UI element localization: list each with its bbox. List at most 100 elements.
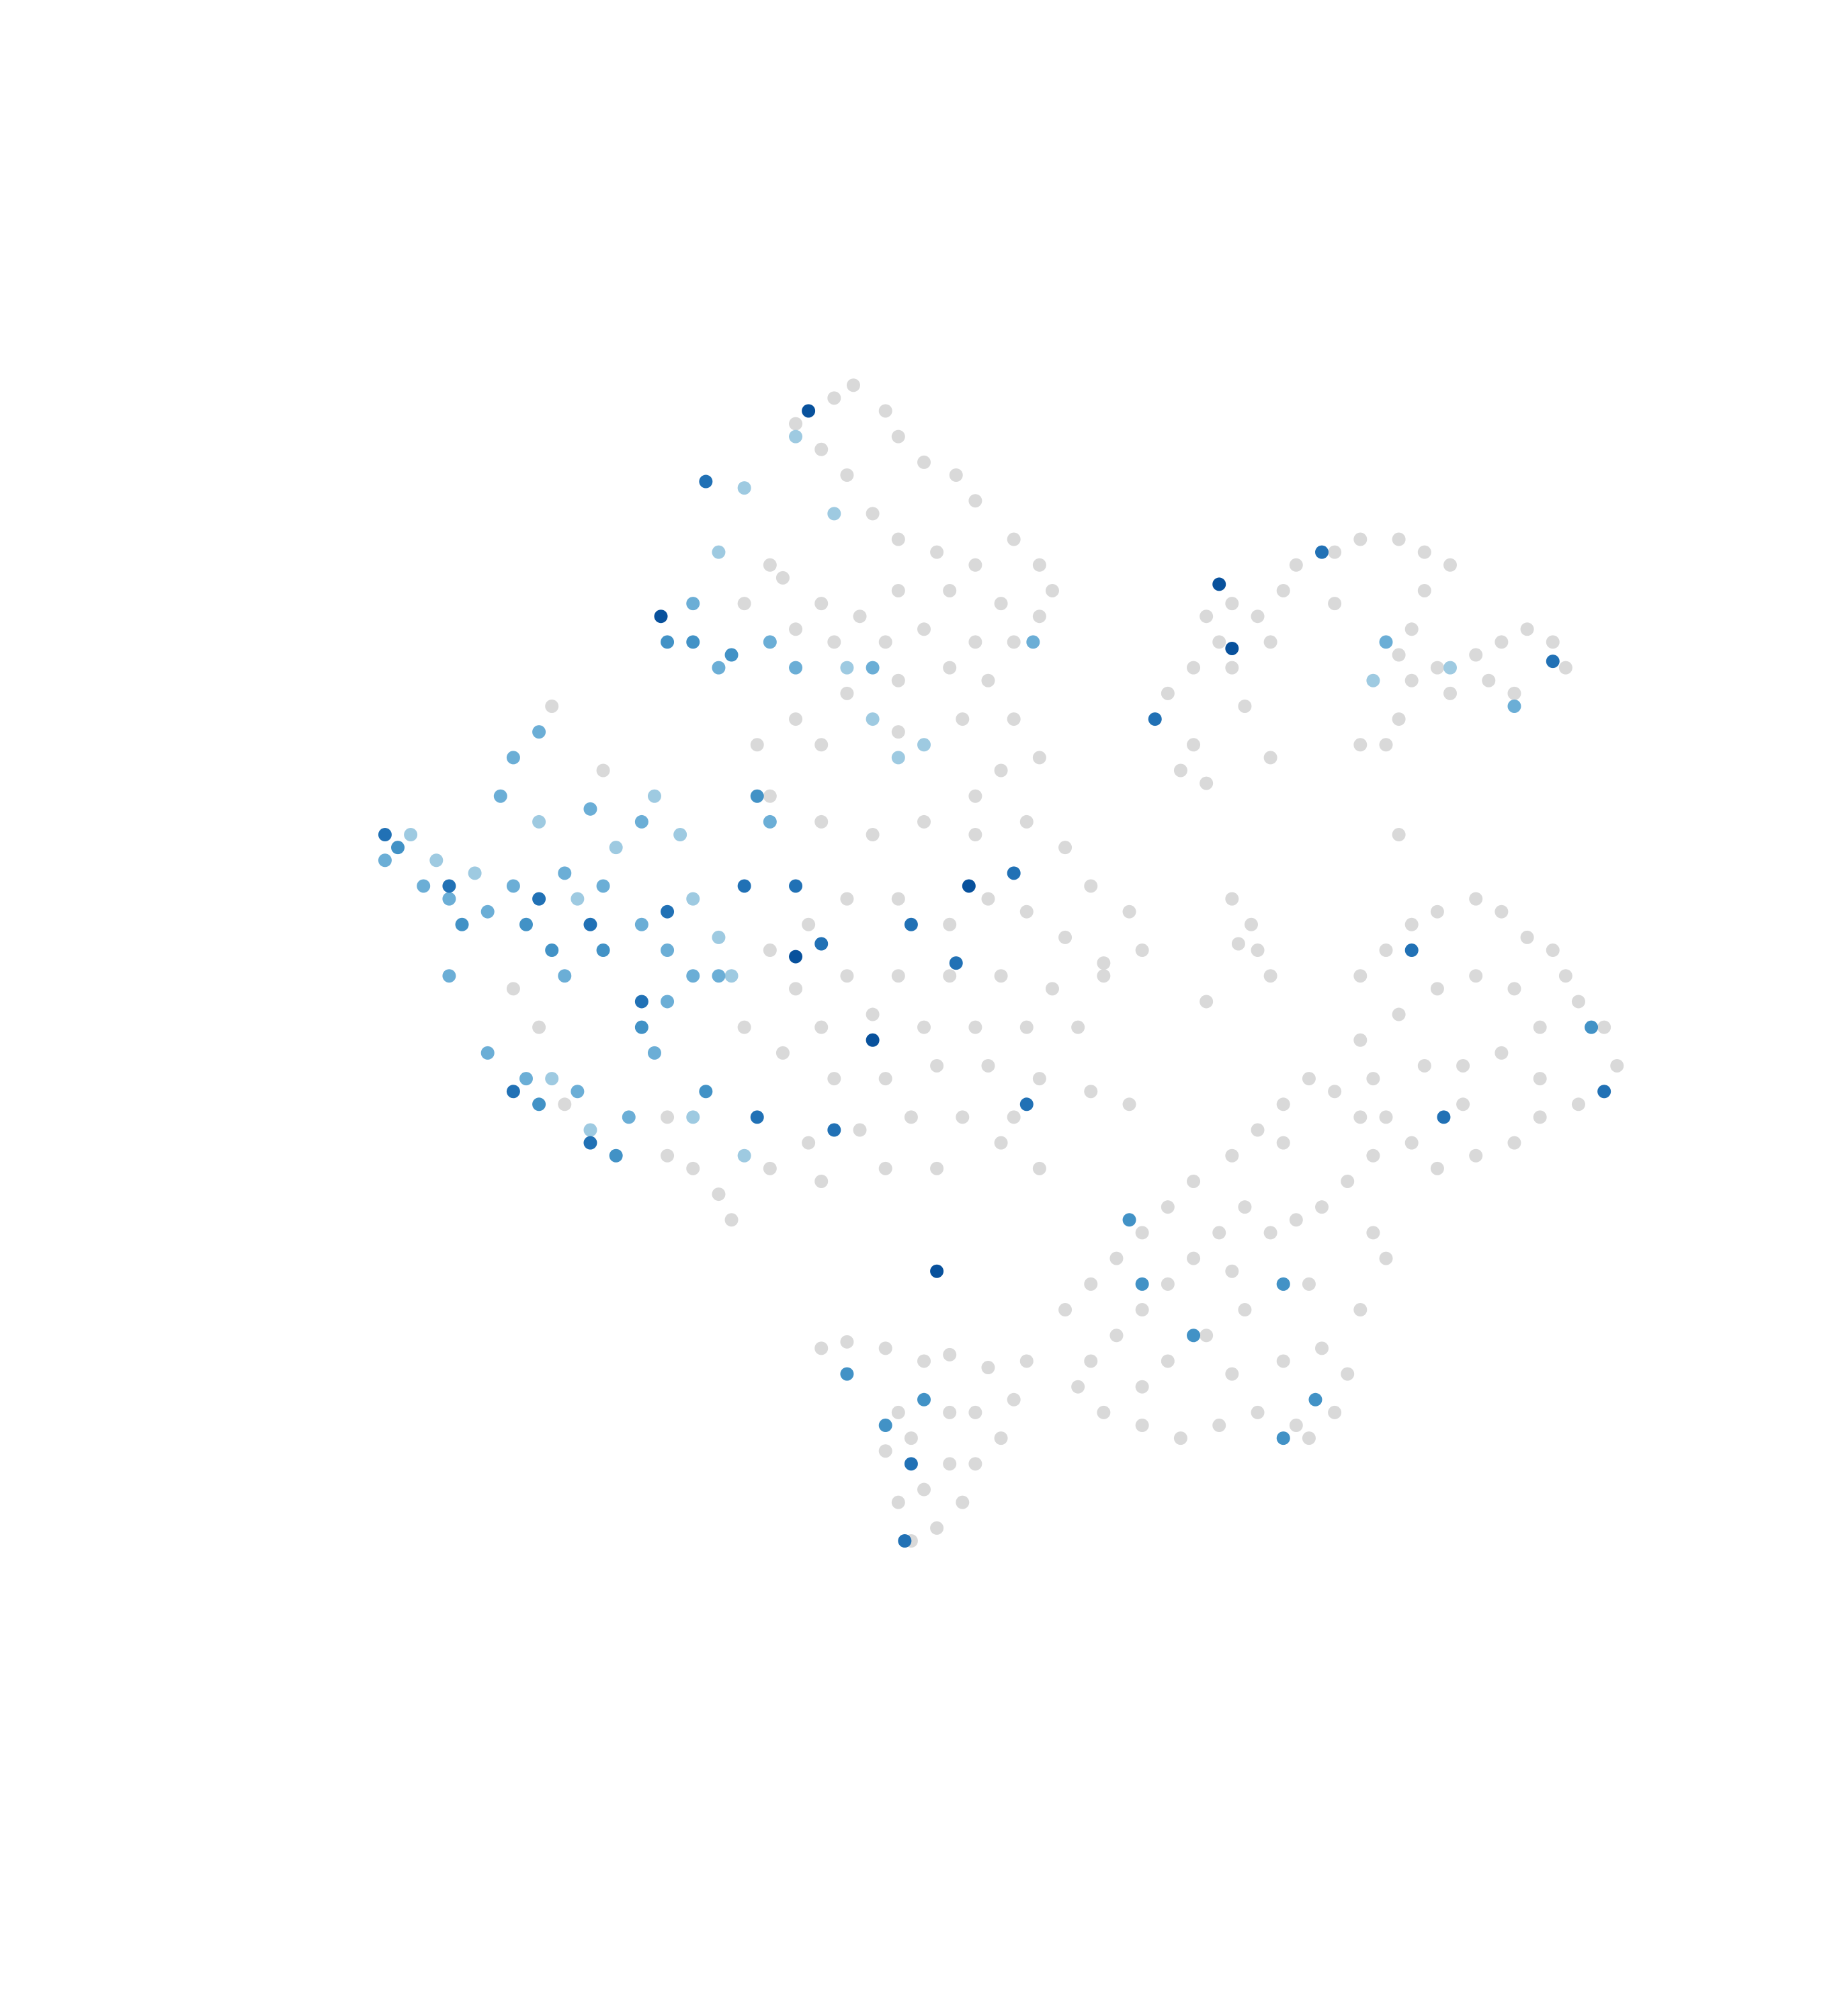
point: [1032, 751, 1046, 765]
point: [634, 995, 648, 1009]
point: [898, 1534, 912, 1548]
point: [1404, 1136, 1419, 1150]
point: [775, 1046, 790, 1060]
point: [968, 789, 982, 803]
point: [930, 1161, 944, 1175]
point: [866, 661, 880, 675]
point: [956, 1495, 970, 1509]
point: [814, 1341, 829, 1355]
point: [1328, 1085, 1342, 1099]
point: [1122, 1213, 1136, 1227]
point: [1571, 995, 1585, 1009]
point: [1238, 1200, 1252, 1214]
point: [712, 1187, 726, 1202]
point: [468, 866, 482, 880]
point: [1263, 1226, 1277, 1240]
point: [1417, 583, 1431, 597]
point: [930, 1521, 944, 1535]
point: [763, 814, 777, 829]
point: [1392, 712, 1406, 726]
point: [1289, 1419, 1303, 1433]
point: [1456, 1097, 1470, 1111]
point: [802, 917, 816, 931]
point: [930, 1264, 944, 1278]
point: [827, 1072, 841, 1086]
point: [1558, 661, 1572, 675]
point: [968, 635, 982, 649]
point: [622, 1110, 636, 1124]
point: [1341, 1174, 1355, 1188]
point: [1366, 1072, 1380, 1086]
point: [661, 1110, 675, 1124]
point: [571, 1085, 585, 1099]
point: [506, 751, 520, 765]
point: [1032, 610, 1046, 624]
point: [891, 1405, 905, 1419]
point: [1315, 545, 1329, 559]
point: [1353, 1110, 1368, 1124]
point: [1597, 1085, 1611, 1099]
point: [1007, 532, 1021, 546]
point: [1495, 905, 1509, 919]
point: [814, 1020, 829, 1034]
point: [1135, 1303, 1149, 1317]
point: [956, 712, 970, 726]
point: [1276, 1431, 1290, 1445]
point: [968, 1405, 982, 1419]
point: [1404, 673, 1419, 687]
point: [1404, 943, 1419, 958]
point: [1032, 1072, 1046, 1086]
point: [1328, 1405, 1342, 1419]
point: [519, 1072, 533, 1086]
point: [1443, 558, 1457, 572]
point: [994, 597, 1008, 611]
point: [1238, 699, 1252, 713]
point: [1353, 969, 1368, 983]
point: [1238, 1303, 1252, 1317]
point: [1263, 969, 1277, 983]
point: [480, 905, 495, 919]
point: [532, 892, 546, 906]
point: [583, 917, 597, 931]
point: [1558, 969, 1572, 983]
point: [878, 1419, 892, 1433]
point: [1026, 635, 1040, 649]
point: [506, 1085, 520, 1099]
point: [442, 969, 456, 983]
point: [583, 802, 597, 816]
point: [1366, 1148, 1380, 1163]
point: [1071, 1020, 1085, 1034]
point: [1469, 892, 1483, 906]
point: [763, 789, 777, 803]
point: [724, 1213, 739, 1227]
point: [1379, 738, 1393, 752]
point: [1289, 558, 1303, 572]
point: [686, 1161, 700, 1175]
point: [1353, 1303, 1368, 1317]
point: [1187, 1251, 1201, 1265]
point: [737, 481, 751, 495]
point: [904, 917, 918, 931]
point: [1135, 1226, 1149, 1240]
point: [1007, 712, 1021, 726]
point: [827, 507, 841, 521]
point: [1007, 635, 1021, 649]
point: [558, 866, 572, 880]
point: [724, 648, 739, 662]
point: [1328, 597, 1342, 611]
point: [1379, 1251, 1393, 1265]
point: [789, 661, 803, 675]
point: [1379, 635, 1393, 649]
point: [891, 532, 905, 546]
point: [1585, 1020, 1599, 1034]
point: [1097, 1405, 1111, 1419]
point: [712, 661, 726, 675]
point: [1430, 1161, 1444, 1175]
point: [1225, 892, 1239, 906]
point: [1430, 661, 1444, 675]
point: [1058, 1303, 1073, 1317]
point: [1019, 905, 1034, 919]
point: [949, 468, 963, 482]
point: [1379, 1110, 1393, 1124]
